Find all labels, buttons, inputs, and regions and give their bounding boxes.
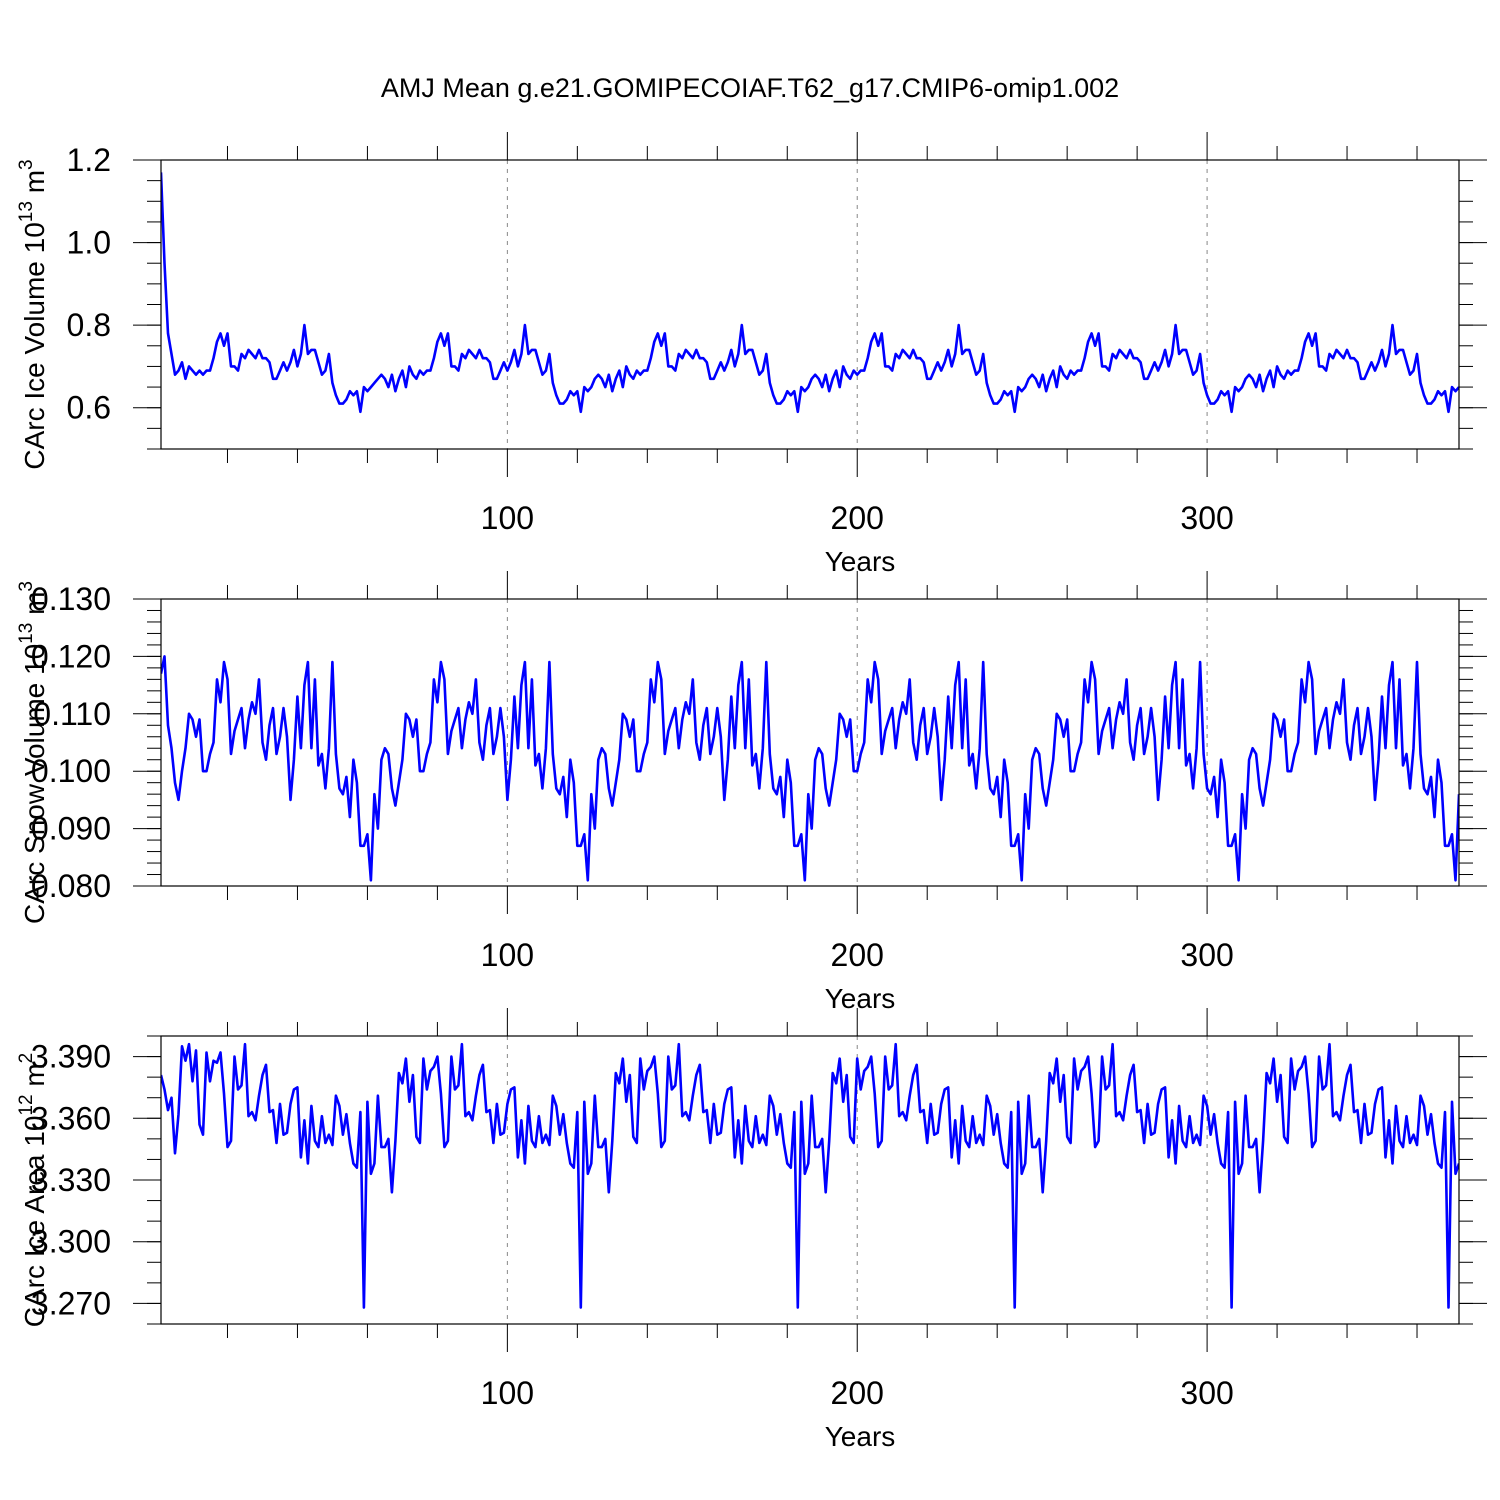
- panel-2: 100 200 300 0.080 0.090 0.100 0.110 0.120 0.130 Y…: [16, 571, 1487, 1014]
- series-line: [161, 1042, 1459, 1309]
- chart-panels: 100 200 300 0.6 0.8 1.0 1.2 Years CArc Ice Volum…: [16, 132, 1487, 1452]
- y-axis-title: CArc Snow Volume 1013 m3: [16, 581, 50, 924]
- y-tick-label: 1.0: [67, 225, 111, 261]
- panel-1: 100 200 300 0.6 0.8 1.0 1.2 Years CArc Ice Volum…: [16, 132, 1487, 577]
- x-axis-title: Years: [825, 1421, 896, 1452]
- y-tick-label: 3.360: [31, 1100, 111, 1136]
- x-axis-title: Years: [825, 983, 896, 1014]
- x-tick-label: 100: [481, 1375, 534, 1411]
- y-tick-label: 3.330: [31, 1162, 111, 1198]
- y-tick-label: 1.2: [67, 142, 111, 178]
- x-tick-label: 200: [831, 1375, 884, 1411]
- x-tick-label: 200: [831, 937, 884, 973]
- y-tick-label: 0.120: [31, 638, 111, 674]
- x-tick-label: 100: [481, 500, 534, 536]
- y-tick-label: 0.100: [31, 753, 111, 789]
- y-tick-label: 0.110: [33, 696, 111, 732]
- y-tick-label: 3.270: [31, 1285, 111, 1321]
- chart-title: AMJ Mean g.e21.GOMIPECOIAF.T62_g17.CMIP6…: [381, 73, 1119, 103]
- y-axis-title: CArc Ice Area 1012 m2: [16, 1053, 50, 1327]
- x-tick-label: 300: [1180, 1375, 1233, 1411]
- y-axis-title: CArc Ice Volume 1013 m3: [16, 159, 50, 469]
- plot-frame: [160, 598, 1460, 887]
- y-tick-label: 0.8: [67, 307, 111, 343]
- series-line: [161, 172, 1459, 414]
- x-tick-label: 300: [1180, 937, 1233, 973]
- y-tick-label: 0.090: [31, 811, 111, 847]
- y-tick-label: 3.300: [31, 1224, 111, 1260]
- y-tick-label: 0.080: [31, 868, 111, 904]
- x-tick-label: 100: [481, 937, 534, 973]
- series-line: [161, 655, 1459, 882]
- y-tick-label: 0.130: [31, 581, 111, 617]
- y-tick-label: 0.6: [67, 390, 111, 426]
- x-tick-label: 200: [831, 500, 884, 536]
- x-tick-label: 300: [1180, 500, 1233, 536]
- panel-3: 100 200 300 3.270 3.300 3.330 3.360 3.390 Years C…: [16, 1008, 1487, 1452]
- x-axis-title: Years: [825, 546, 896, 577]
- y-tick-label: 3.390: [31, 1039, 111, 1075]
